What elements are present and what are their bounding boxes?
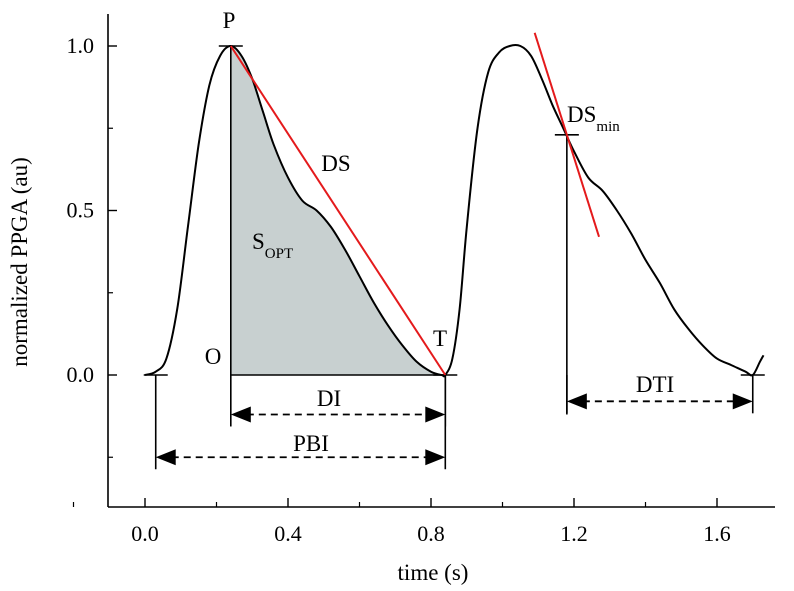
interval-dti-left-arrowhead	[566, 393, 587, 410]
label-di: DI	[317, 386, 341, 411]
label-s-subscript: OPT	[265, 246, 293, 262]
ds-line	[229, 45, 447, 376]
x-tick-label: 1.2	[560, 521, 588, 546]
label-s-opt: SOPT	[252, 229, 293, 262]
x-axis-title: time (s)	[398, 560, 469, 585]
y-axis-title: normalized PPGA (au)	[7, 157, 32, 367]
y-tick-label: 0.0	[67, 362, 95, 387]
interval-pbi-right-arrowhead	[425, 449, 446, 466]
x-tick-label: 1.6	[703, 521, 731, 546]
label-dti: DTI	[636, 372, 674, 397]
ppg-waveform-line	[144, 43, 765, 378]
label-ds-min: DSmin	[567, 102, 620, 135]
y-tick-label: 1.0	[67, 33, 95, 58]
series-group	[144, 32, 765, 378]
x-tick-label: 0.8	[417, 521, 445, 546]
x-tick-label: 0.4	[274, 521, 302, 546]
label-p: P	[223, 8, 236, 33]
label-pbi: PBI	[293, 431, 329, 456]
label-ds: DS	[321, 151, 350, 176]
label-ds-min-subscript: min	[596, 119, 620, 135]
label-ds-min-main: DS	[567, 102, 596, 127]
interval-dti-right-arrowhead	[732, 393, 753, 410]
axes-group: 0.0 0.4 0.8 1.2 1.6 0.0 0.5 1.0	[67, 14, 775, 546]
label-s-main: S	[252, 229, 265, 254]
label-o: O	[205, 344, 222, 369]
shaded-area-s-opt	[230, 46, 446, 376]
interval-di-left-arrowhead	[230, 406, 251, 423]
label-t: T	[433, 326, 447, 351]
interval-arrows-group	[154, 375, 754, 470]
x-tick-label: 0.0	[131, 521, 159, 546]
ds-min-tangent-line	[533, 32, 600, 238]
interval-di-right-arrowhead	[425, 406, 446, 423]
interval-pbi-left-arrowhead	[155, 449, 176, 466]
y-tick-label: 0.5	[67, 198, 95, 223]
shaded-area-group	[230, 46, 446, 376]
